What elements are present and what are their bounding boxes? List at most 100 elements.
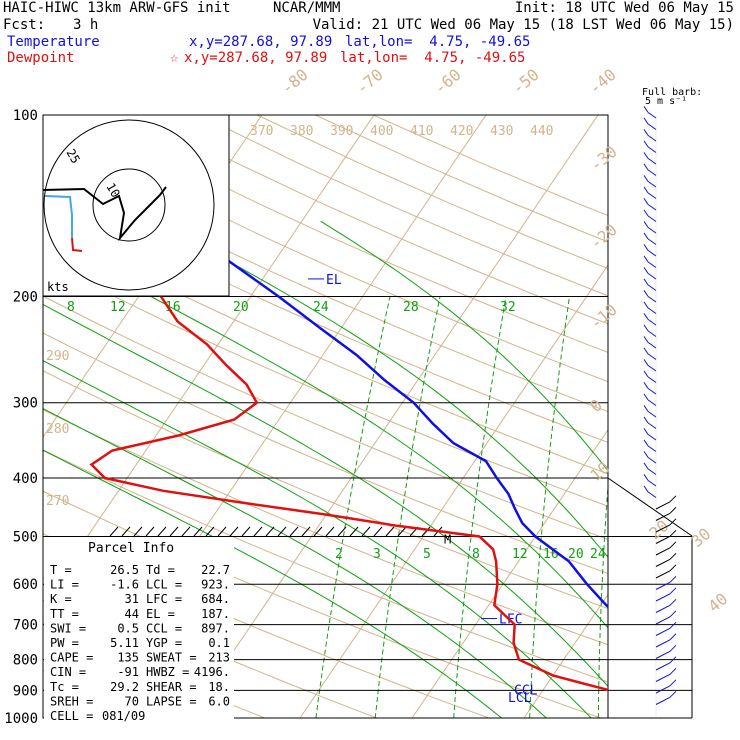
dry-adiabat-line: [43, 190, 608, 443]
dry-adiabat-line: [257, 115, 608, 270]
mixing-ratio-label: 12: [512, 547, 528, 562]
pressure-tick-label: 200: [13, 290, 38, 306]
moist-adiabat-line: [43, 408, 547, 718]
parcel-info-key: PW =: [50, 636, 79, 650]
parcel-info-key: T =: [50, 563, 72, 577]
pressure-tick-label: 900: [13, 683, 38, 699]
parcel-info-value: 26.5: [110, 563, 139, 577]
dry-adiabat-line: [43, 409, 608, 646]
wind-barb: [647, 284, 657, 291]
theta-label: 380: [290, 124, 313, 139]
parcel-info-key: SREH =: [50, 694, 93, 708]
theta-label: 370: [250, 124, 273, 139]
parcel-info-value: 44: [125, 607, 139, 621]
pressure-tick-label: 600: [13, 577, 38, 593]
isotherm-line: [523, 593, 608, 718]
wind-barb-flag: [643, 163, 649, 171]
wind-barb: [655, 501, 671, 510]
hatch-mark: [133, 526, 143, 537]
hatch-mark: [193, 526, 203, 537]
isotherm-label: 40: [704, 589, 731, 616]
wind-barb-flag: [643, 140, 649, 148]
wind-barb: [647, 238, 657, 245]
theta-label: 430: [490, 124, 513, 139]
isotherm-label: -80: [277, 65, 311, 98]
isotherm-label: 30: [687, 524, 714, 551]
hatch-mark: [277, 526, 287, 537]
mixing-ratio-line: [597, 479, 608, 718]
isotherm-label: -30: [586, 142, 620, 175]
temperature-line: [43, 148, 608, 609]
wind-barb-flag: [643, 313, 649, 320]
wind-barb-flag: [643, 209, 649, 217]
wind-barb: [647, 157, 657, 165]
wind-barb: [647, 295, 657, 303]
wind-barb: [647, 215, 657, 222]
isotherm-label: -50: [508, 65, 542, 98]
parcel-info-value: 135: [117, 651, 139, 665]
pressure-tick-label: 500: [13, 529, 38, 545]
wind-barb: [655, 639, 671, 648]
wind-barb-flag: [669, 541, 677, 549]
isotherm-label: -10: [586, 300, 620, 333]
hatch-mark: [397, 526, 407, 537]
parcel-info-key: K =: [50, 592, 72, 606]
mixing-ratio-line: [453, 296, 507, 718]
wind-barb-flag: [669, 656, 677, 664]
wind-barb: [655, 524, 671, 533]
wind-barb: [647, 341, 657, 349]
dewpoint-xy: x,y=287.68, 97.89: [184, 50, 328, 66]
wind-barb: [647, 399, 657, 406]
parcel-info-value: 6.0: [208, 694, 230, 708]
mixing-ratio-line: [687, 297, 702, 719]
mixing-ratio-label: 2: [335, 547, 343, 562]
mixing-ratio-label: 28: [403, 300, 419, 315]
hatch-mark: [349, 526, 359, 537]
hatch-mark: [265, 526, 275, 537]
isotherm-label: 10: [586, 458, 613, 485]
hodograph-box: [42, 114, 230, 297]
parcel-info-value: 0.5: [117, 621, 139, 635]
parcel-info-key: CAPE =: [50, 651, 93, 665]
wind-barb: [647, 134, 657, 142]
wind-barb: [655, 685, 671, 694]
hatch-mark: [373, 526, 383, 537]
mixing-ratio-line: [374, 296, 441, 718]
isotherm-line: [299, 264, 608, 718]
hatch-mark: [145, 526, 155, 537]
wind-barb: [647, 318, 657, 326]
wind-barb: [647, 330, 657, 337]
theta-label: 390: [330, 124, 353, 139]
wind-barb: [655, 593, 671, 602]
mixing-ratio-line: [718, 297, 729, 719]
parcel-info-key: CIN =: [50, 665, 86, 679]
hodograph-ring-label: 25: [63, 147, 82, 167]
dewpoint-latlon: lat,lon= 4.75, -49.65: [340, 50, 526, 66]
wind-barb-flag: [643, 382, 649, 389]
hodograph-trace: [42, 186, 167, 242]
dry-adiabat-line: [43, 577, 377, 718]
wind-barb: [655, 570, 671, 579]
wind-barb-flag: [669, 495, 677, 503]
dry-adiabat-line: [43, 259, 608, 507]
parcel-info-key: CCL =: [146, 621, 182, 635]
parcel-info-value: 4196.: [194, 665, 230, 679]
wind-barb-flag: [643, 244, 649, 251]
wind-barb: [647, 203, 657, 211]
theta-label: 270: [46, 494, 69, 509]
parcel-info-value: 22.7: [201, 563, 230, 577]
wind-barb: [647, 422, 657, 429]
wind-barb-flag: [643, 405, 649, 412]
hatch-mark: [205, 526, 215, 537]
parcel-info-key: LI =: [50, 578, 79, 592]
parcel-info-value: 29.2: [110, 680, 139, 694]
temperature-legend-label: Temperature: [7, 34, 100, 50]
extension-line: [607, 477, 693, 537]
wind-barb: [647, 180, 657, 188]
theta-label: 400: [370, 124, 393, 139]
wind-barb-flag: [669, 690, 677, 698]
wind-barb: [647, 456, 657, 464]
wind-barb: [655, 616, 671, 625]
wind-barb-flag: [643, 221, 649, 228]
